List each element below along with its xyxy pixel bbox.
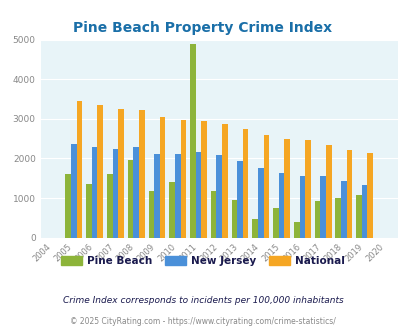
Bar (242, 129, 248, 238)
Bar (148, 191, 154, 238)
Bar (195, 152, 201, 238)
Bar (340, 181, 346, 238)
Bar (355, 195, 361, 238)
Bar (293, 222, 299, 238)
Bar (65, 174, 71, 238)
Bar (222, 123, 227, 238)
Bar (154, 154, 159, 238)
Bar (77, 101, 82, 238)
Bar (361, 184, 367, 238)
Bar (231, 200, 237, 238)
Bar (305, 140, 310, 238)
Bar (367, 153, 372, 238)
Bar (71, 144, 77, 238)
Bar (237, 161, 242, 238)
Bar (175, 154, 180, 238)
Bar (210, 191, 216, 238)
Bar (169, 182, 175, 238)
Text: Crime Index corresponds to incidents per 100,000 inhabitants: Crime Index corresponds to incidents per… (62, 296, 343, 305)
Text: Pine Beach Property Crime Index: Pine Beach Property Crime Index (73, 21, 332, 35)
Bar (263, 135, 269, 238)
Bar (284, 139, 289, 238)
Text: © 2025 CityRating.com - https://www.cityrating.com/crime-statistics/: © 2025 CityRating.com - https://www.city… (70, 317, 335, 326)
Bar (128, 160, 133, 238)
Bar (273, 208, 278, 238)
Bar (257, 168, 263, 238)
Bar (92, 147, 97, 238)
Legend: Pine Beach, New Jersey, National: Pine Beach, New Jersey, National (57, 252, 348, 270)
Bar (299, 176, 305, 238)
Bar (133, 147, 139, 238)
Bar (201, 121, 207, 238)
Bar (180, 120, 185, 238)
Bar (159, 117, 165, 238)
Bar (107, 174, 112, 238)
Bar (278, 173, 284, 238)
Bar (139, 110, 144, 238)
Bar (97, 105, 103, 238)
Bar (346, 150, 352, 238)
Bar (314, 201, 320, 238)
Bar (112, 149, 118, 238)
Bar (320, 176, 325, 238)
Bar (86, 184, 92, 238)
Bar (190, 44, 195, 238)
Bar (252, 218, 257, 238)
Bar (335, 198, 340, 238)
Bar (118, 109, 124, 238)
Bar (325, 145, 331, 238)
Bar (216, 155, 222, 238)
